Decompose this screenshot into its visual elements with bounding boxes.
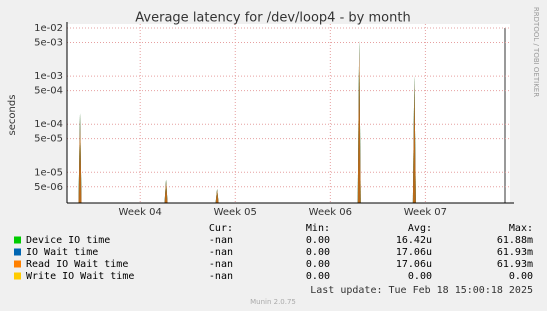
y-tick-label: 5e-06: [34, 182, 63, 193]
legend-value: -nan: [209, 247, 233, 258]
side-text: RRDTOOL / TOBI OETIKER: [532, 7, 540, 97]
x-tick-label: Week 04: [119, 207, 162, 218]
legend-value: -nan: [209, 235, 233, 246]
legend-value: 0.00: [509, 271, 533, 282]
legend-value: 0.00: [306, 259, 330, 270]
footer: Munin 2.0.75: [250, 298, 296, 306]
x-tick-label: Week 05: [214, 207, 257, 218]
legend-header: Max:: [509, 223, 533, 234]
x-tick-label: Week 07: [404, 207, 447, 218]
y-tick-label: 5e-04: [34, 86, 63, 97]
y-tick-label: 1e-03: [34, 71, 63, 82]
legend-value: -nan: [209, 271, 233, 282]
legend-value: 61.93m: [497, 247, 533, 258]
legend-header: Min:: [306, 223, 330, 234]
legend-swatch: [14, 236, 21, 244]
legend-label: Device IO time: [26, 235, 110, 246]
y-tick-label: 1e-04: [34, 119, 63, 130]
y-axis-label: seconds: [7, 95, 18, 136]
y-tick-label: 1e-02: [34, 23, 63, 34]
chart-title: Average latency for /dev/loop4 - by mont…: [135, 11, 410, 26]
legend-swatch: [14, 260, 21, 268]
spike: [78, 113, 82, 203]
legend-value: 17.06u: [396, 259, 432, 270]
spike: [164, 179, 168, 203]
legend-label: Write IO Wait time: [26, 271, 134, 282]
legend-value: 61.93m: [497, 259, 533, 270]
y-tick-label: 5e-05: [34, 134, 63, 145]
legend-value: 0.00: [306, 235, 330, 246]
legend-header: Cur:: [209, 223, 233, 234]
legend-swatch: [14, 248, 21, 256]
spike: [412, 76, 416, 203]
last-update: Last update: Tue Feb 18 15:00:18 2025: [310, 285, 533, 296]
legend-swatch: [14, 272, 21, 280]
x-tick-label: Week 06: [309, 207, 352, 218]
legend-header: Avg:: [408, 223, 432, 234]
legend-value: 0.00: [306, 271, 330, 282]
legend-value: 17.06u: [396, 247, 432, 258]
legend-value: 0.00: [306, 247, 330, 258]
y-tick-label: 1e-05: [34, 167, 63, 178]
legend-value: -nan: [209, 259, 233, 270]
legend-value: 16.42u: [396, 235, 432, 246]
legend-value: 0.00: [408, 271, 432, 282]
legend-label: IO Wait time: [26, 247, 98, 258]
legend-value: 61.88m: [497, 235, 533, 246]
spike: [215, 188, 219, 203]
legend-label: Read IO Wait time: [26, 259, 128, 270]
plot-area: [67, 24, 510, 203]
y-tick-label: 5e-03: [34, 37, 63, 48]
spike: [357, 40, 361, 203]
